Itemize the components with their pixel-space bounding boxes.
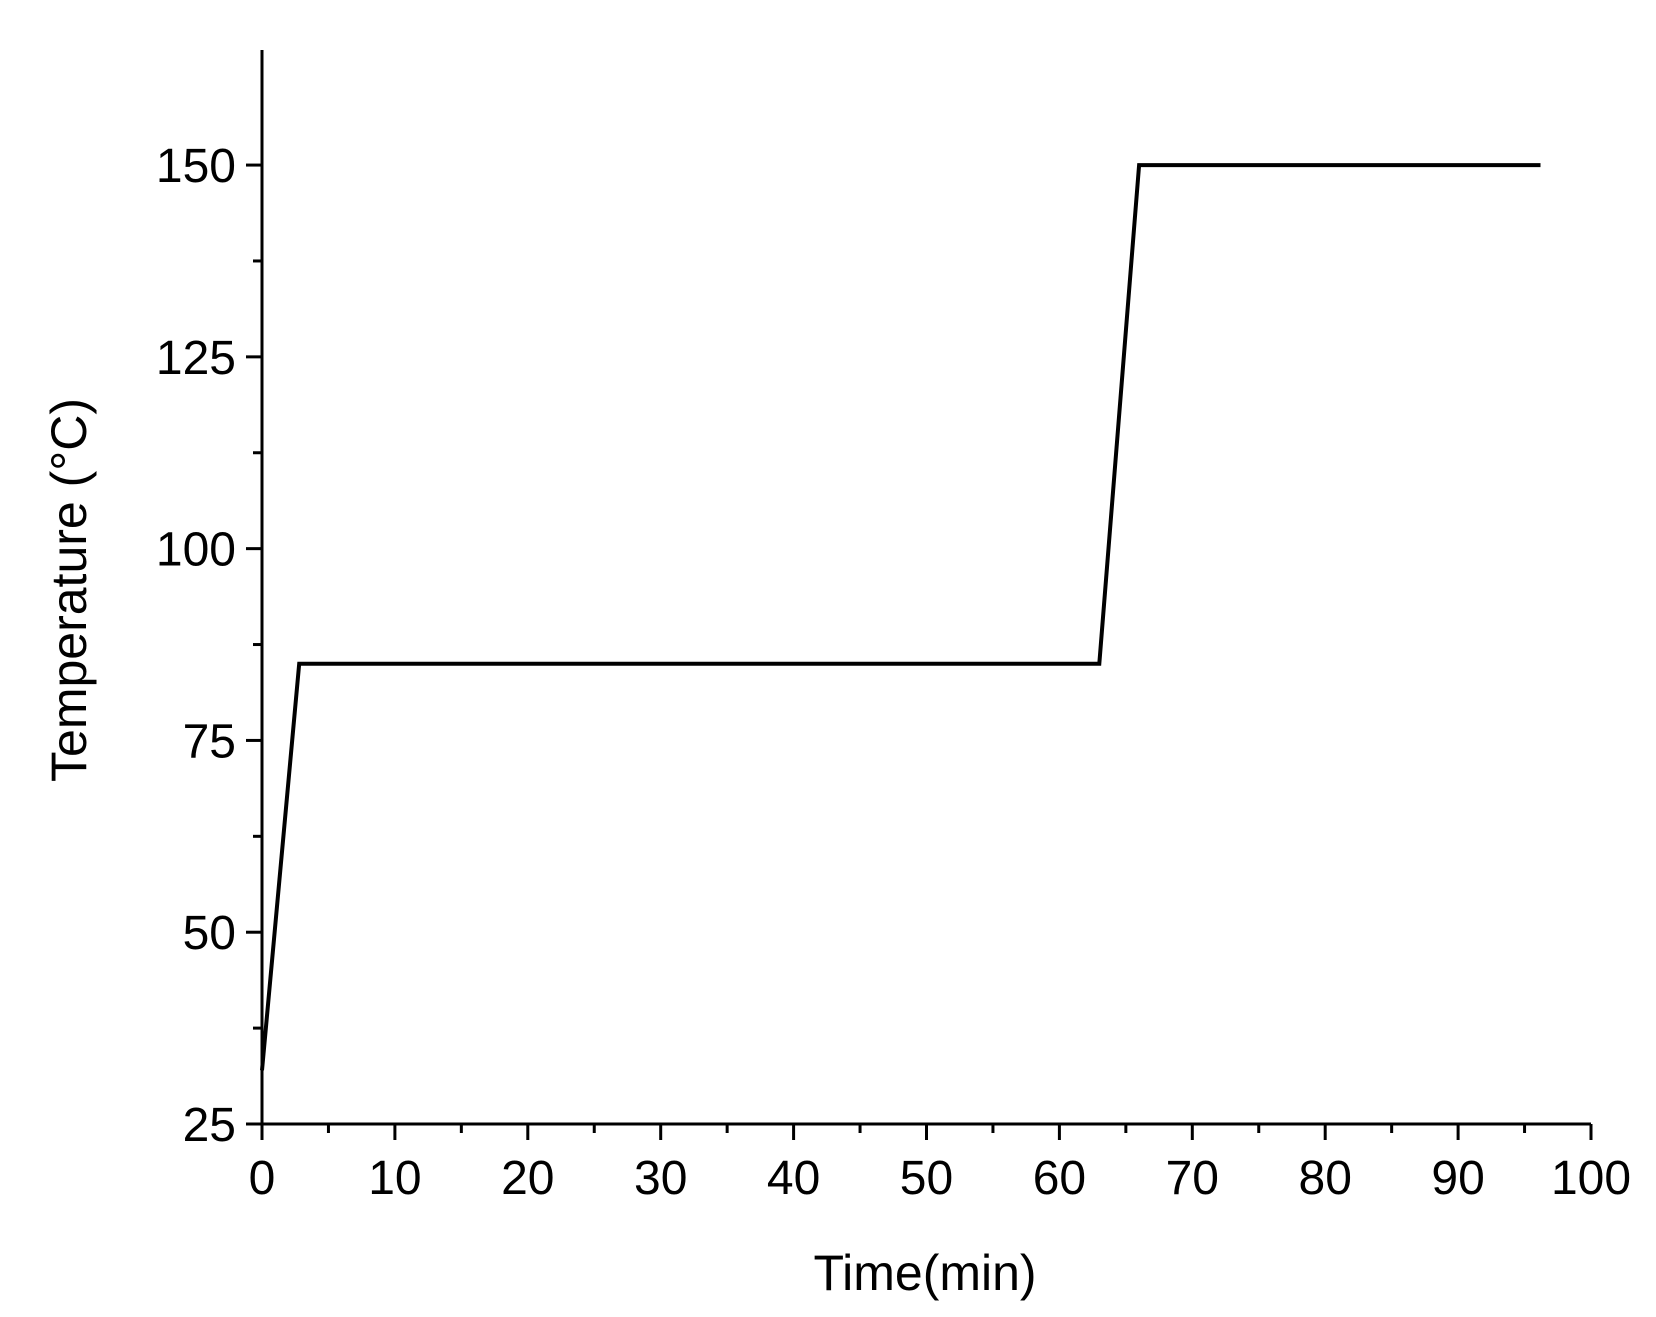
y-tick-label: 100 <box>156 524 236 577</box>
y-axis-title: Temperature (°C) <box>41 398 97 782</box>
y-tick-label: 125 <box>156 332 236 385</box>
series-line-1 <box>260 163 1541 1071</box>
x-tick-label: 40 <box>767 1152 820 1205</box>
x-tick-label: 100 <box>1551 1152 1631 1205</box>
x-tick-label: 60 <box>1033 1152 1086 1205</box>
y-tick-label: 150 <box>156 140 236 193</box>
y-tick-label: 75 <box>183 715 236 768</box>
x-tick-label: 30 <box>634 1152 687 1205</box>
x-axis-ticks: 0 10 20 30 40 50 60 70 80 90 100 <box>249 1124 1631 1205</box>
y-tick-label: 25 <box>183 1099 236 1152</box>
x-tick-label: 90 <box>1431 1152 1484 1205</box>
x-axis-title: Time(min) <box>813 1245 1036 1301</box>
x-tick-label: 20 <box>501 1152 554 1205</box>
y-tick-label: 50 <box>183 907 236 960</box>
x-tick-label: 70 <box>1166 1152 1219 1205</box>
x-tick-label: 10 <box>368 1152 421 1205</box>
x-tick-label: 50 <box>900 1152 953 1205</box>
y-axis-ticks: 25 50 75 100 125 150 <box>156 140 262 1152</box>
axes <box>260 50 1591 1126</box>
x-tick-label: 80 <box>1299 1152 1352 1205</box>
series-group <box>260 163 1541 1071</box>
x-tick-label: 0 <box>249 1152 276 1205</box>
